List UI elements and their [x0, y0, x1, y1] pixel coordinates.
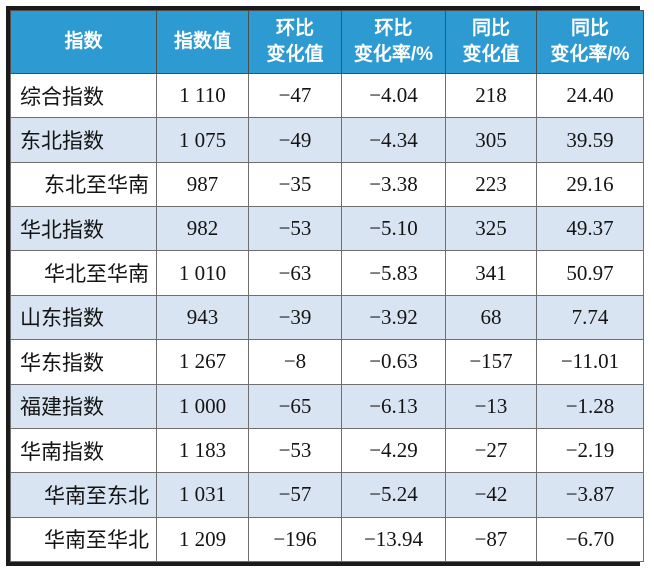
value-cell: 24.40 [536, 72, 644, 119]
value-cell: −87 [445, 516, 537, 563]
value-cell: −57 [248, 472, 342, 518]
row-label: 山东指数 [10, 294, 157, 341]
value-cell: −65 [248, 383, 342, 429]
table-row: 华南至东北 1 031 −57 −5.24 −42 −3.87 [10, 472, 644, 518]
value-cell: −4.29 [341, 427, 446, 474]
row-label: 东北指数 [10, 117, 157, 163]
value-cell: 50.97 [536, 250, 644, 296]
value-cell: 1 000 [156, 383, 249, 429]
value-cell: −13 [445, 383, 537, 429]
value-cell: 325 [445, 206, 537, 252]
value-cell: −4.34 [341, 117, 446, 163]
value-cell: −53 [248, 206, 342, 252]
row-label: 华北至华南 [10, 250, 157, 296]
table-row: 综合指数 1 110 −47 −4.04 218 24.40 [10, 72, 644, 119]
index-data-table: 指数 指数值 环比 变化值 环比 变化率/% 同比 变化值 同比 变化率/% 综… [10, 10, 644, 563]
value-cell: −0.63 [341, 339, 446, 385]
value-cell: −5.83 [341, 250, 446, 296]
table-frame: 指数 指数值 环比 变化值 环比 变化率/% 同比 变化值 同比 变化率/% 综… [6, 6, 644, 566]
table-header: 指数 指数值 环比 变化值 环比 变化率/% 同比 变化值 同比 变化率/% [10, 10, 644, 74]
value-cell: 223 [445, 161, 537, 208]
table-row: 华北至华南 1 010 −63 −5.83 341 50.97 [10, 250, 644, 296]
value-cell: 1 183 [156, 427, 249, 474]
value-cell: −6.13 [341, 383, 446, 429]
value-cell: −35 [248, 161, 342, 208]
value-cell: −39 [248, 294, 342, 341]
table-row: 东北指数 1 075 −49 −4.34 305 39.59 [10, 117, 644, 163]
value-cell: −5.10 [341, 206, 446, 252]
column-header-yoy-change: 同比 变化值 [445, 10, 537, 74]
value-cell: −3.92 [341, 294, 446, 341]
value-cell: 68 [445, 294, 537, 341]
value-cell: −27 [445, 427, 537, 474]
value-cell: 305 [445, 117, 537, 163]
value-cell: −63 [248, 250, 342, 296]
value-cell: −5.24 [341, 472, 446, 518]
table-body: 综合指数 1 110 −47 −4.04 218 24.40 东北指数 1 075 −49 −4.… [10, 72, 644, 563]
value-cell: 987 [156, 161, 249, 208]
value-cell: −3.38 [341, 161, 446, 208]
value-cell: −42 [445, 472, 537, 518]
value-cell: −196 [248, 516, 342, 563]
value-cell: 1 031 [156, 472, 249, 518]
column-header-mom-rate: 环比 变化率/% [341, 10, 446, 74]
column-header-yoy-rate: 同比 变化率/% [536, 10, 644, 74]
table-row: 华东指数 1 267 −8 −0.63 −157 −11.01 [10, 339, 644, 385]
value-cell: −13.94 [341, 516, 446, 563]
value-cell: 943 [156, 294, 249, 341]
value-cell: 1 110 [156, 72, 249, 119]
row-label: 华北指数 [10, 206, 157, 252]
table-row: 华南指数 1 183 −53 −4.29 −27 −2.19 [10, 427, 644, 474]
table-row: 华北指数 982 −53 −5.10 325 49.37 [10, 206, 644, 252]
column-header-index: 指数 [10, 10, 157, 74]
value-cell: −6.70 [536, 516, 644, 563]
value-cell: −11.01 [536, 339, 644, 385]
value-cell: 1 209 [156, 516, 249, 563]
value-cell: −47 [248, 72, 342, 119]
column-header-mom-change: 环比 变化值 [248, 10, 342, 74]
column-header-index-value: 指数值 [156, 10, 249, 74]
value-cell: 1 267 [156, 339, 249, 385]
value-cell: −53 [248, 427, 342, 474]
value-cell: −3.87 [536, 472, 644, 518]
value-cell: 1 010 [156, 250, 249, 296]
value-cell: 29.16 [536, 161, 644, 208]
value-cell: −49 [248, 117, 342, 163]
value-cell: 49.37 [536, 206, 644, 252]
table-row: 东北至华南 987 −35 −3.38 223 29.16 [10, 161, 644, 208]
value-cell: −4.04 [341, 72, 446, 119]
row-label: 华东指数 [10, 339, 157, 385]
table-row: 福建指数 1 000 −65 −6.13 −13 −1.28 [10, 383, 644, 429]
value-cell: −2.19 [536, 427, 644, 474]
value-cell: 218 [445, 72, 537, 119]
value-cell: −157 [445, 339, 537, 385]
row-label: 华南至华北 [10, 516, 157, 563]
table-row: 华南至华北 1 209 −196 −13.94 −87 −6.70 [10, 516, 644, 563]
row-label: 华南指数 [10, 427, 157, 474]
row-label: 东北至华南 [10, 161, 157, 208]
value-cell: 7.74 [536, 294, 644, 341]
row-label: 福建指数 [10, 383, 157, 429]
value-cell: −8 [248, 339, 342, 385]
row-label: 华南至东北 [10, 472, 157, 518]
value-cell: −1.28 [536, 383, 644, 429]
value-cell: 341 [445, 250, 537, 296]
row-label: 综合指数 [10, 72, 157, 119]
table-row: 山东指数 943 −39 −3.92 68 7.74 [10, 294, 644, 341]
value-cell: 982 [156, 206, 249, 252]
value-cell: 1 075 [156, 117, 249, 163]
value-cell: 39.59 [536, 117, 644, 163]
header-row: 指数 指数值 环比 变化值 环比 变化率/% 同比 变化值 同比 变化率/% [10, 10, 644, 74]
